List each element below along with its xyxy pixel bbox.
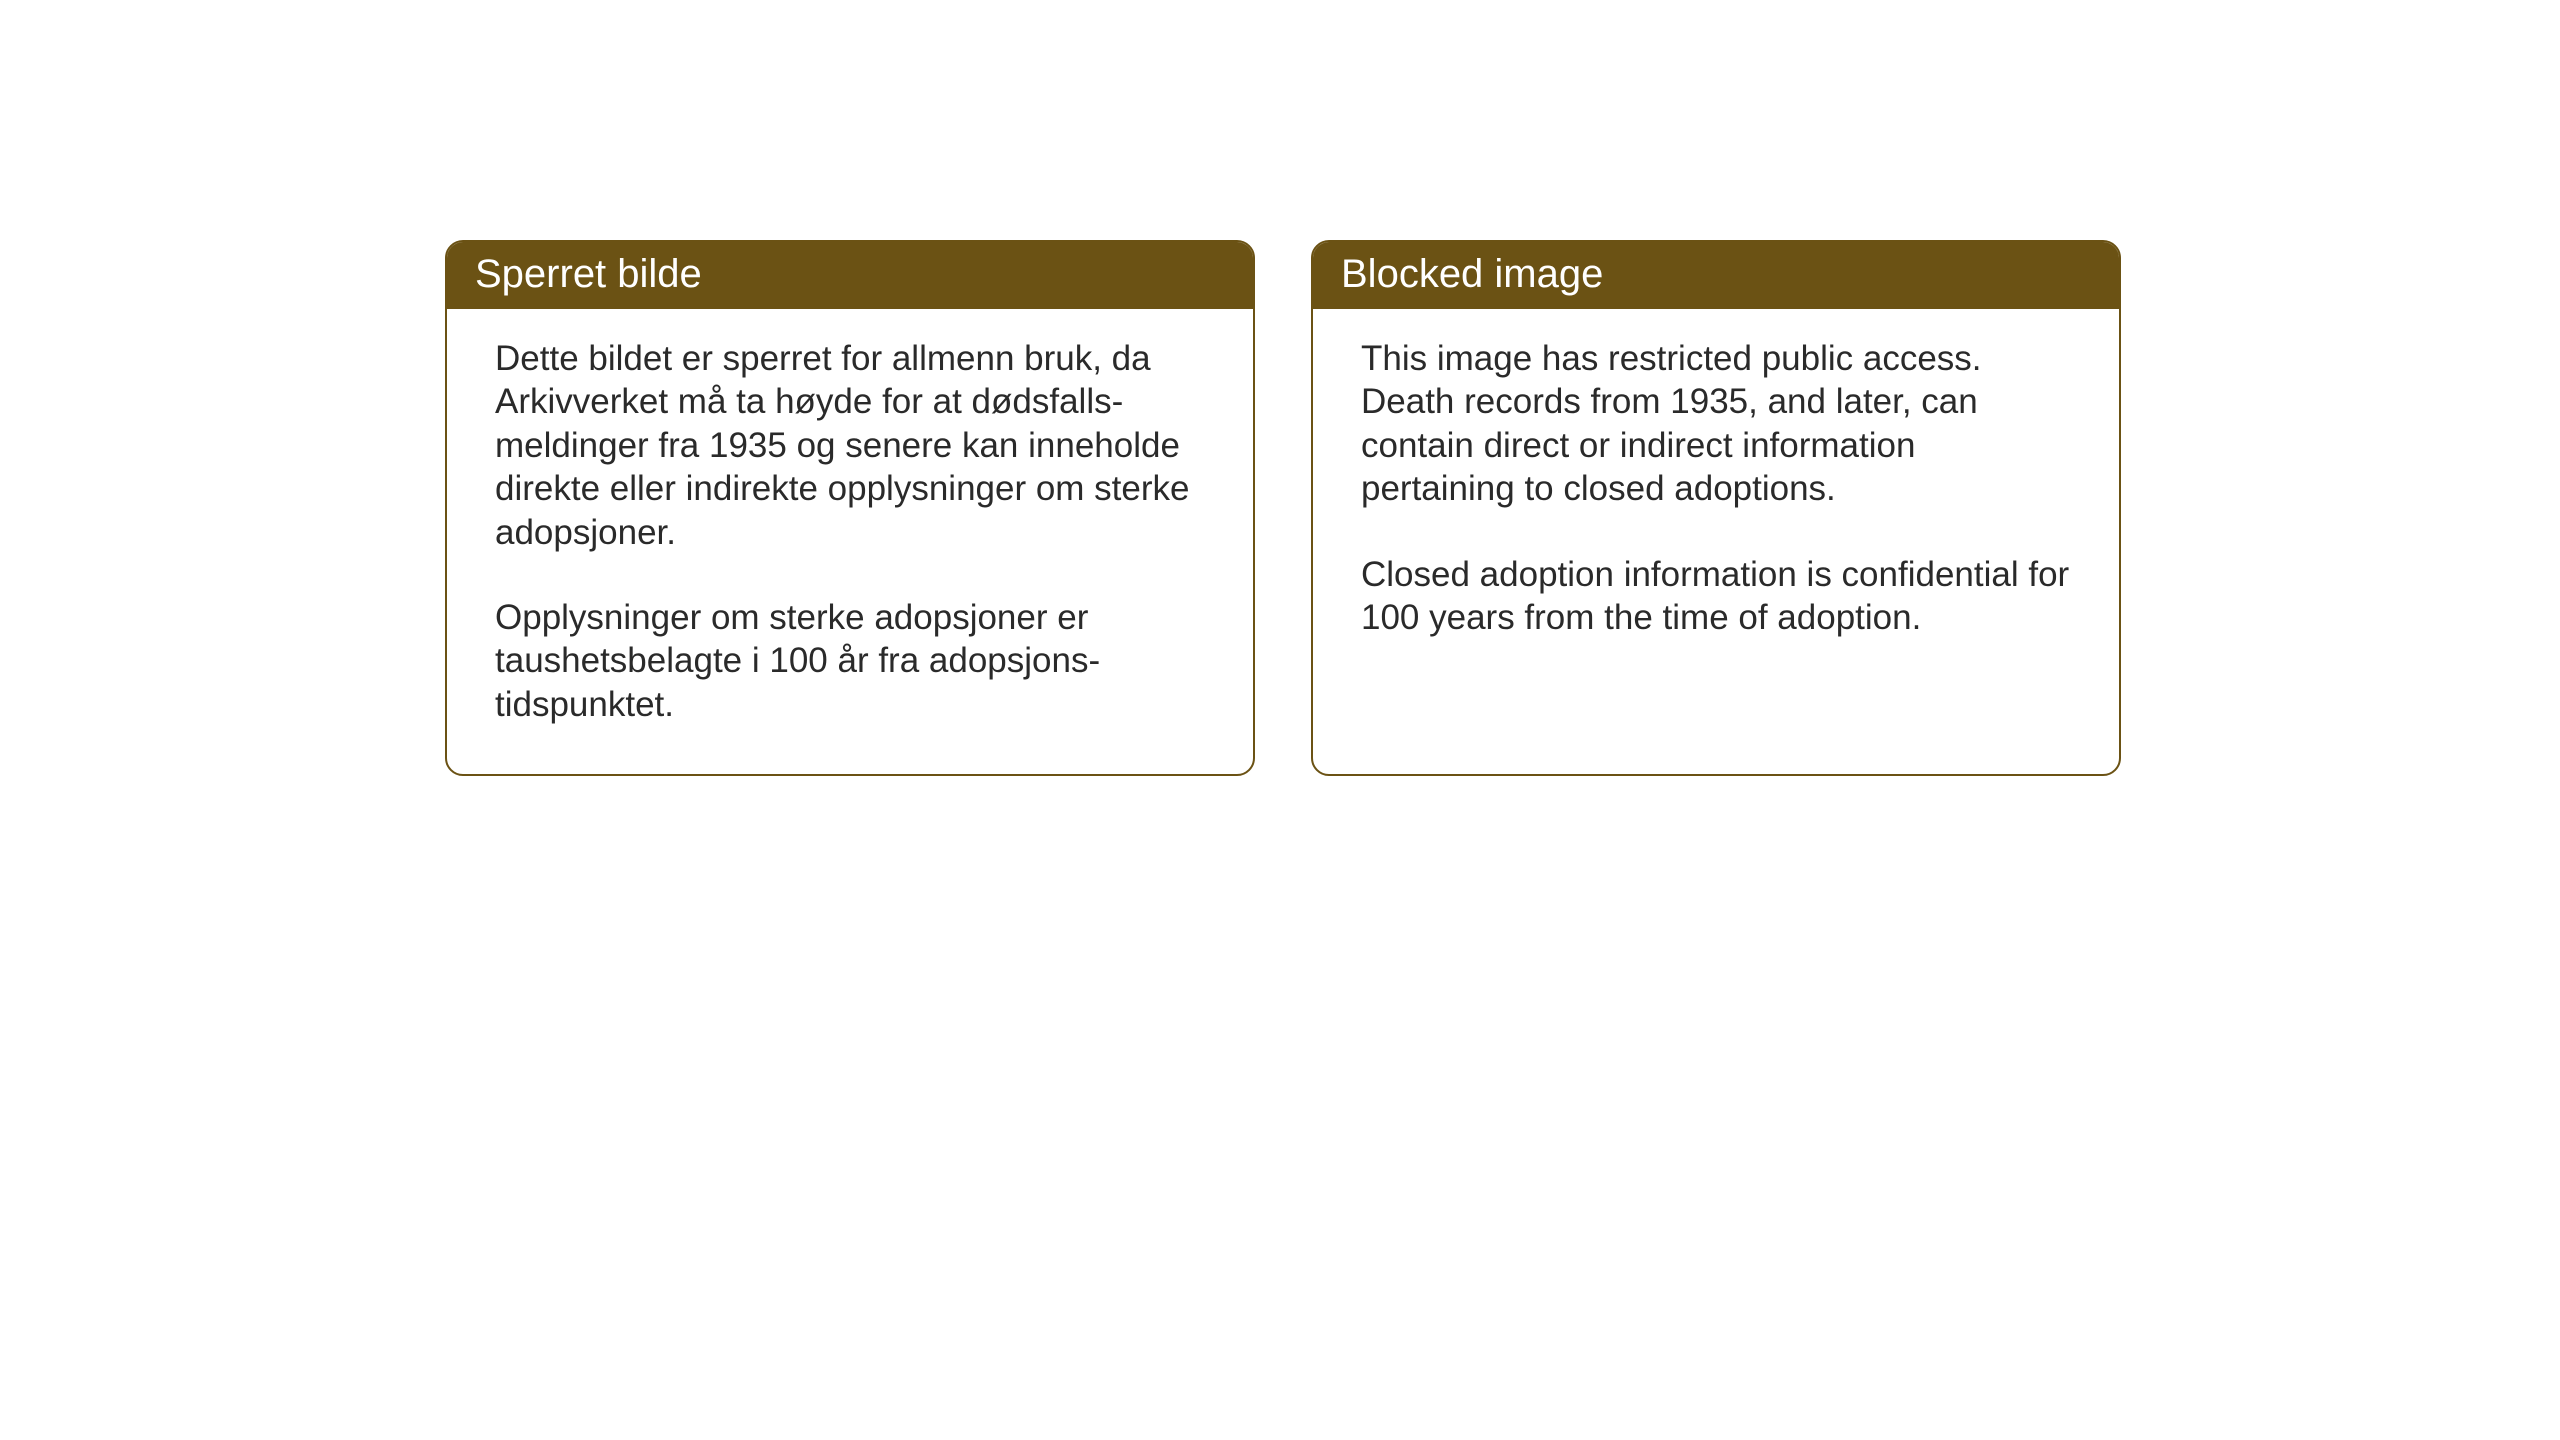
card-header-english: Blocked image	[1313, 242, 2119, 309]
card-paragraph-norwegian-1: Dette bildet er sperret for allmenn bruk…	[495, 337, 1205, 554]
card-paragraph-english-2: Closed adoption information is confident…	[1361, 553, 2071, 640]
card-title-norwegian: Sperret bilde	[475, 252, 702, 296]
card-header-norwegian: Sperret bilde	[447, 242, 1253, 309]
card-paragraph-english-1: This image has restricted public access.…	[1361, 337, 2071, 511]
notice-cards-container: Sperret bilde Dette bildet er sperret fo…	[445, 240, 2121, 776]
notice-card-english: Blocked image This image has restricted …	[1311, 240, 2121, 776]
card-paragraph-norwegian-2: Opplysninger om sterke adopsjoner er tau…	[495, 596, 1205, 726]
card-title-english: Blocked image	[1341, 252, 1603, 296]
card-body-english: This image has restricted public access.…	[1313, 309, 2119, 744]
notice-card-norwegian: Sperret bilde Dette bildet er sperret fo…	[445, 240, 1255, 776]
card-body-norwegian: Dette bildet er sperret for allmenn bruk…	[447, 309, 1253, 774]
